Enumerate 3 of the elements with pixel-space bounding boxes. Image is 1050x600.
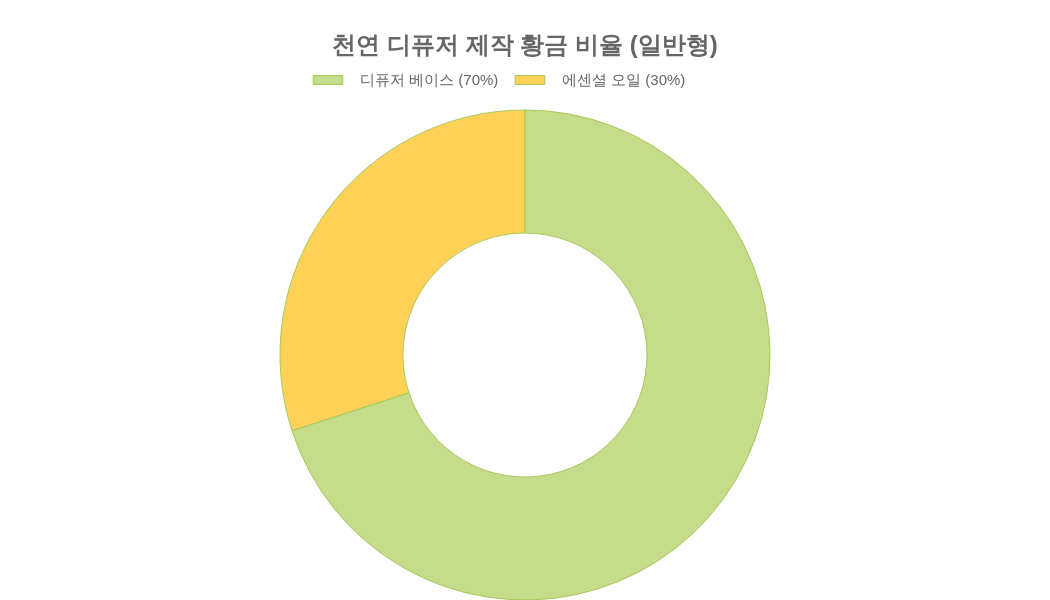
chart-title: 천연 디퓨저 제작 황금 비율 (일반형) xyxy=(332,31,718,58)
legend-label: 디퓨저 베이스 (70%) xyxy=(360,71,499,88)
legend-label: 에센셜 오일 (30%) xyxy=(562,71,686,88)
